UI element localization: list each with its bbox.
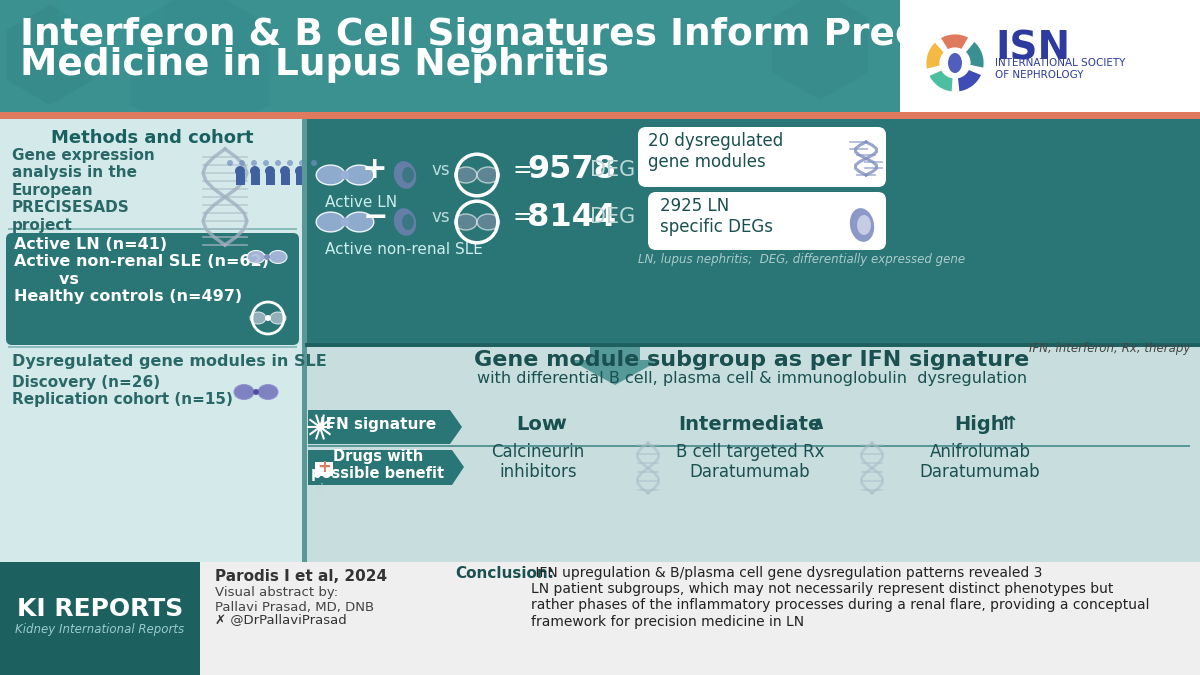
Text: =: = bbox=[514, 158, 540, 182]
FancyBboxPatch shape bbox=[648, 192, 886, 250]
Ellipse shape bbox=[478, 214, 499, 230]
Text: vs: vs bbox=[432, 161, 451, 179]
Bar bbox=[236, 173, 245, 185]
Wedge shape bbox=[955, 40, 985, 70]
Text: =: = bbox=[514, 205, 540, 229]
Ellipse shape bbox=[250, 312, 266, 324]
Circle shape bbox=[265, 315, 271, 321]
Ellipse shape bbox=[270, 312, 286, 324]
Circle shape bbox=[940, 47, 971, 78]
Text: IFN signature: IFN signature bbox=[320, 416, 436, 431]
Bar bbox=[308, 445, 1190, 447]
Text: Anifrolumab
Daratumumab: Anifrolumab Daratumumab bbox=[919, 443, 1040, 481]
Text: Kidney International Reports: Kidney International Reports bbox=[16, 623, 185, 636]
Ellipse shape bbox=[394, 208, 416, 236]
Polygon shape bbox=[570, 345, 660, 385]
Wedge shape bbox=[940, 33, 970, 63]
Circle shape bbox=[287, 160, 293, 166]
Ellipse shape bbox=[317, 212, 346, 232]
Text: IFN upregulation & B/plasma cell gene dysregulation patterns revealed 3
LN patie: IFN upregulation & B/plasma cell gene dy… bbox=[530, 566, 1150, 628]
Text: Discovery (n=26)
Replication cohort (n=15): Discovery (n=26) Replication cohort (n=1… bbox=[12, 375, 233, 408]
Circle shape bbox=[280, 166, 290, 176]
Polygon shape bbox=[308, 410, 462, 444]
Wedge shape bbox=[925, 40, 955, 70]
Circle shape bbox=[251, 160, 257, 166]
Circle shape bbox=[265, 166, 275, 176]
Ellipse shape bbox=[394, 161, 416, 189]
Text: 20 dysregulated
gene modules: 20 dysregulated gene modules bbox=[648, 132, 784, 171]
Circle shape bbox=[275, 160, 281, 166]
Ellipse shape bbox=[346, 212, 374, 232]
Bar bbox=[8, 228, 298, 230]
Text: Parodis I et al, 2024: Parodis I et al, 2024 bbox=[215, 569, 388, 584]
FancyBboxPatch shape bbox=[638, 127, 886, 187]
Circle shape bbox=[295, 166, 305, 176]
FancyBboxPatch shape bbox=[6, 233, 299, 345]
Bar bbox=[302, 119, 307, 562]
Bar bbox=[305, 343, 1200, 347]
Text: Active non-renal SLE: Active non-renal SLE bbox=[325, 242, 482, 257]
Polygon shape bbox=[773, 0, 868, 100]
Ellipse shape bbox=[346, 165, 374, 185]
Ellipse shape bbox=[402, 167, 414, 183]
Text: ✗ @DrPallaviPrasad: ✗ @DrPallaviPrasad bbox=[215, 613, 347, 626]
Bar bbox=[8, 346, 298, 348]
Bar bbox=[266, 173, 275, 185]
Circle shape bbox=[263, 160, 269, 166]
Text: ISN: ISN bbox=[995, 30, 1070, 68]
Text: Low: Low bbox=[516, 414, 560, 433]
Circle shape bbox=[227, 160, 233, 166]
Polygon shape bbox=[7, 5, 94, 105]
Text: ☝: ☝ bbox=[314, 482, 324, 497]
Ellipse shape bbox=[317, 165, 346, 185]
Text: Visual abstract by:
Pallavi Prasad, MD, DNB: Visual abstract by: Pallavi Prasad, MD, … bbox=[215, 586, 374, 614]
Text: INTERNATIONAL SOCIETY
OF NEPHROLOGY: INTERNATIONAL SOCIETY OF NEPHROLOGY bbox=[995, 58, 1126, 80]
Ellipse shape bbox=[455, 214, 478, 230]
Text: 2925 LN
specific DEGs: 2925 LN specific DEGs bbox=[660, 197, 773, 236]
Text: Methods and cohort: Methods and cohort bbox=[50, 129, 253, 147]
Circle shape bbox=[341, 217, 349, 227]
Circle shape bbox=[311, 160, 317, 166]
Bar bbox=[0, 562, 1200, 675]
Ellipse shape bbox=[850, 208, 874, 242]
Ellipse shape bbox=[234, 385, 254, 400]
Wedge shape bbox=[928, 63, 955, 93]
Polygon shape bbox=[58, 0, 162, 80]
Circle shape bbox=[253, 389, 259, 395]
Bar bbox=[0, 562, 200, 675]
Text: Medicine in Lupus Nephritis: Medicine in Lupus Nephritis bbox=[20, 47, 610, 83]
Ellipse shape bbox=[402, 214, 414, 230]
Wedge shape bbox=[955, 63, 983, 93]
Circle shape bbox=[341, 171, 349, 180]
Text: vs: vs bbox=[432, 208, 451, 226]
Bar bbox=[0, 119, 305, 562]
Bar bbox=[296, 173, 305, 185]
Ellipse shape bbox=[247, 250, 265, 263]
Bar bbox=[305, 119, 1200, 345]
Text: 9578: 9578 bbox=[527, 155, 616, 186]
Text: +: + bbox=[317, 458, 331, 476]
Ellipse shape bbox=[455, 167, 478, 183]
Circle shape bbox=[264, 254, 270, 260]
Ellipse shape bbox=[269, 250, 287, 263]
Bar bbox=[281, 173, 290, 185]
Text: B cell targeted Rx
Daratumumab: B cell targeted Rx Daratumumab bbox=[676, 443, 824, 481]
Text: Conclusion:: Conclusion: bbox=[455, 566, 554, 581]
Text: +: + bbox=[362, 155, 388, 184]
Text: Active LN (n=41)
Active non-renal SLE (n=62)
        vs
Healthy controls (n=497): Active LN (n=41) Active non-renal SLE (n… bbox=[14, 237, 269, 304]
Text: DEG: DEG bbox=[590, 160, 635, 180]
Text: −: − bbox=[362, 202, 388, 232]
Bar bbox=[314, 462, 334, 476]
Text: Active LN: Active LN bbox=[325, 195, 397, 210]
Bar bbox=[900, 0, 1200, 115]
Circle shape bbox=[235, 166, 245, 176]
Ellipse shape bbox=[948, 53, 962, 73]
Text: with differential B cell, plasma cell & immunoglobulin  dysregulation: with differential B cell, plasma cell & … bbox=[476, 371, 1027, 386]
Bar bbox=[251, 173, 260, 185]
Ellipse shape bbox=[478, 167, 499, 183]
Text: Calcineurin
inhibitors: Calcineurin inhibitors bbox=[491, 443, 584, 481]
Text: ∨: ∨ bbox=[548, 415, 569, 433]
Bar bbox=[0, 0, 900, 115]
Text: KI REPORTS: KI REPORTS bbox=[17, 597, 184, 621]
Text: Dysregulated gene modules in SLE: Dysregulated gene modules in SLE bbox=[12, 354, 326, 369]
